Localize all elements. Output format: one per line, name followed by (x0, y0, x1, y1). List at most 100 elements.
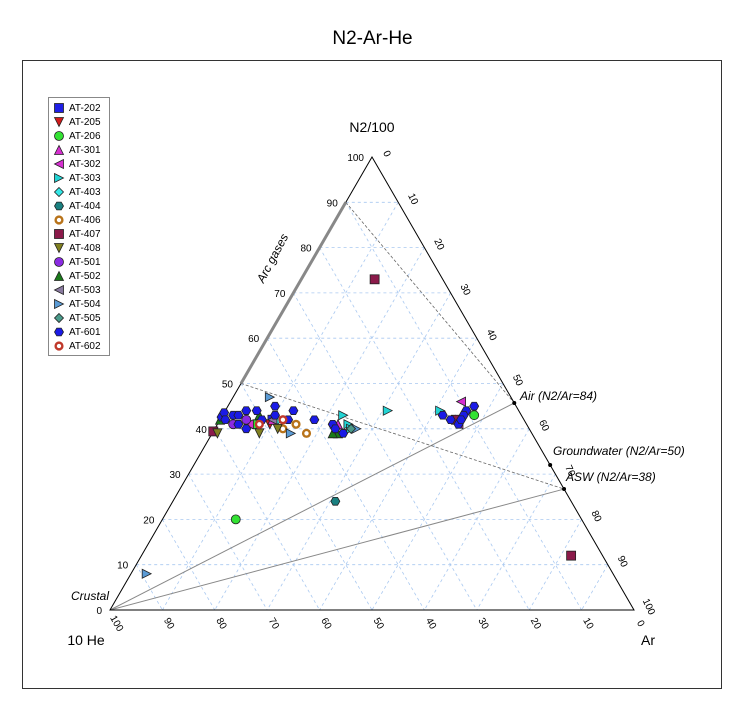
legend-item-at-406: AT-406 (53, 213, 109, 227)
legend-label: AT-503 (69, 284, 101, 296)
arc-gases-range-bar (239, 201, 348, 385)
data-point-at-504 (264, 391, 276, 403)
triangle-frame (109, 156, 635, 611)
data-point-at-601 (288, 406, 299, 415)
tick-label-right: 10 (405, 192, 420, 207)
legend-label: AT-505 (69, 312, 101, 324)
data-point-at-601 (270, 410, 281, 420)
legend-label: AT-501 (69, 256, 101, 268)
data-point-at-406 (291, 419, 301, 429)
legend-label: AT-302 (69, 158, 101, 170)
axis-label-left: 10 He (67, 632, 105, 648)
data-points (141, 274, 577, 579)
triangle-left-icon (53, 284, 64, 296)
legend-label: AT-301 (69, 144, 101, 156)
data-point-at-407 (566, 550, 577, 561)
legend-item-at-202: AT-202 (53, 101, 109, 115)
legend-item-at-601: AT-601 (53, 325, 109, 339)
legend-item-at-408: AT-408 (53, 241, 109, 255)
data-point-at-601 (220, 415, 231, 425)
legend-label: AT-601 (69, 326, 101, 338)
triangle-up-icon (53, 144, 65, 155)
tick-label-bottom: 30 (475, 616, 490, 632)
crustal-asw-mixing-line (109, 488, 565, 611)
legend-label: AT-502 (69, 270, 101, 282)
tick-label-left: 50 (222, 380, 234, 391)
grid-line-ar (581, 564, 609, 611)
legend-item-at-301: AT-301 (53, 143, 109, 157)
legend-label: AT-403 (69, 186, 101, 198)
legend-label: AT-205 (69, 116, 101, 128)
data-point-at-407 (369, 274, 380, 285)
data-point-at-303 (338, 410, 349, 421)
legend-item-at-504: AT-504 (53, 297, 109, 311)
data-point-at-501 (241, 414, 252, 425)
chart-title: N2-Ar-He (332, 28, 413, 49)
triangle-down-icon (53, 117, 65, 128)
data-point-at-601 (469, 401, 480, 411)
legend-item-at-502: AT-502 (53, 269, 109, 283)
data-point-at-601 (338, 429, 349, 438)
legend-item-at-302: AT-302 (53, 157, 109, 171)
tick-label-bottom: 90 (161, 616, 176, 632)
data-point-at-601 (270, 401, 281, 411)
triangle-down-icon (53, 243, 65, 254)
grid-line-ar (424, 428, 530, 611)
legend-item-at-206: AT-206 (53, 129, 109, 143)
data-point-at-408 (272, 423, 283, 435)
square-icon (54, 229, 64, 239)
grid-line-he (188, 473, 268, 611)
tick-label-right: 40 (484, 328, 499, 343)
diamond-icon (53, 186, 65, 198)
ring-icon (54, 215, 64, 225)
arc-gases-label: Arc gases (253, 231, 291, 286)
ring-icon (54, 341, 64, 351)
tick-label-left: 70 (274, 289, 286, 300)
groundwater-label: Groundwater (N2/Ar=50) (553, 444, 685, 458)
grid-line-he (293, 292, 478, 611)
data-point-at-601 (456, 415, 467, 425)
grid-line-he (266, 337, 425, 611)
arc-asw-mixing-line (240, 383, 565, 490)
data-point-at-404 (330, 496, 341, 506)
legend-item-at-602: AT-602 (53, 339, 109, 353)
tick-label-right: 90 (615, 554, 630, 569)
triangle-left-icon (53, 158, 64, 170)
tick-label-left: 30 (169, 470, 181, 481)
data-point-at-502 (327, 427, 338, 439)
legend-item-at-505: AT-505 (53, 311, 109, 325)
square-icon (54, 103, 64, 113)
legend-label: AT-404 (69, 200, 101, 212)
circle-icon (54, 131, 64, 141)
grid-line-he (214, 428, 320, 611)
tick-label-left: 20 (143, 515, 155, 526)
crustal-label: Crustal (71, 589, 109, 603)
tick-label-left: 90 (327, 198, 339, 209)
grid-line-ar (371, 383, 504, 611)
tick-label-bottom: 100 (107, 614, 125, 634)
tick-label-left: 60 (248, 334, 260, 345)
reference-lines (109, 202, 567, 611)
axis-label-top: N2/100 (349, 119, 394, 135)
legend-label: AT-602 (69, 340, 101, 352)
tick-label-left: 40 (196, 425, 208, 436)
data-point-at-504 (141, 568, 153, 579)
triangle-right-icon (54, 172, 65, 184)
data-point-at-504 (285, 428, 297, 439)
data-point-at-601 (309, 415, 320, 425)
tick-label-bottom: 60 (318, 616, 333, 632)
data-point-at-601 (241, 424, 252, 434)
grid-line-ar (214, 247, 425, 611)
tick-label-left: 0 (96, 606, 102, 617)
legend-label: AT-408 (69, 242, 101, 254)
legend-label: AT-303 (69, 172, 101, 184)
hexagon-icon (54, 201, 64, 211)
triangle-right-icon (54, 298, 65, 310)
tick-label-right: 60 (536, 418, 551, 433)
triangle-up-icon (53, 270, 65, 281)
grid-line-he (345, 202, 582, 611)
data-point-at-601 (233, 419, 244, 429)
tick-label-bottom: 40 (423, 616, 438, 632)
